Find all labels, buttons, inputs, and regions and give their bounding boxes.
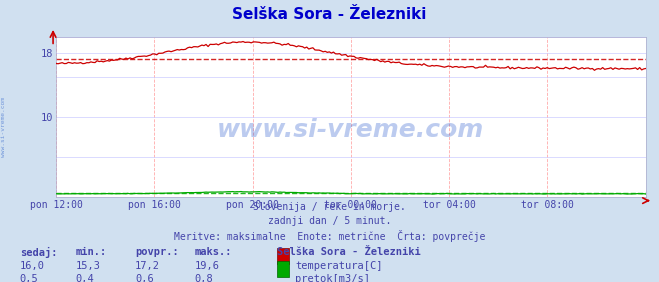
Text: Meritve: maksimalne  Enote: metrične  Črta: povprečje: Meritve: maksimalne Enote: metrične Črta… <box>174 230 485 242</box>
Text: 17,2: 17,2 <box>135 261 160 271</box>
Text: zadnji dan / 5 minut.: zadnji dan / 5 minut. <box>268 216 391 226</box>
Text: Selška Sora - Železniki: Selška Sora - Železniki <box>277 247 420 257</box>
Text: Selška Sora - Železniki: Selška Sora - Železniki <box>233 7 426 22</box>
Text: 0,5: 0,5 <box>20 274 38 282</box>
Text: temperatura[C]: temperatura[C] <box>295 261 383 271</box>
Text: www.si-vreme.com: www.si-vreme.com <box>217 118 484 142</box>
Text: pretok[m3/s]: pretok[m3/s] <box>295 274 370 282</box>
Text: 19,6: 19,6 <box>194 261 219 271</box>
Text: maks.:: maks.: <box>194 247 232 257</box>
Text: www.si-vreme.com: www.si-vreme.com <box>1 97 6 157</box>
Text: 16,0: 16,0 <box>20 261 45 271</box>
Text: 0,6: 0,6 <box>135 274 154 282</box>
Text: povpr.:: povpr.: <box>135 247 179 257</box>
Text: sedaj:: sedaj: <box>20 247 57 258</box>
Text: min.:: min.: <box>76 247 107 257</box>
Text: Slovenija / reke in morje.: Slovenija / reke in morje. <box>253 202 406 212</box>
Text: 0,4: 0,4 <box>76 274 94 282</box>
Text: 15,3: 15,3 <box>76 261 101 271</box>
Text: 0,8: 0,8 <box>194 274 213 282</box>
